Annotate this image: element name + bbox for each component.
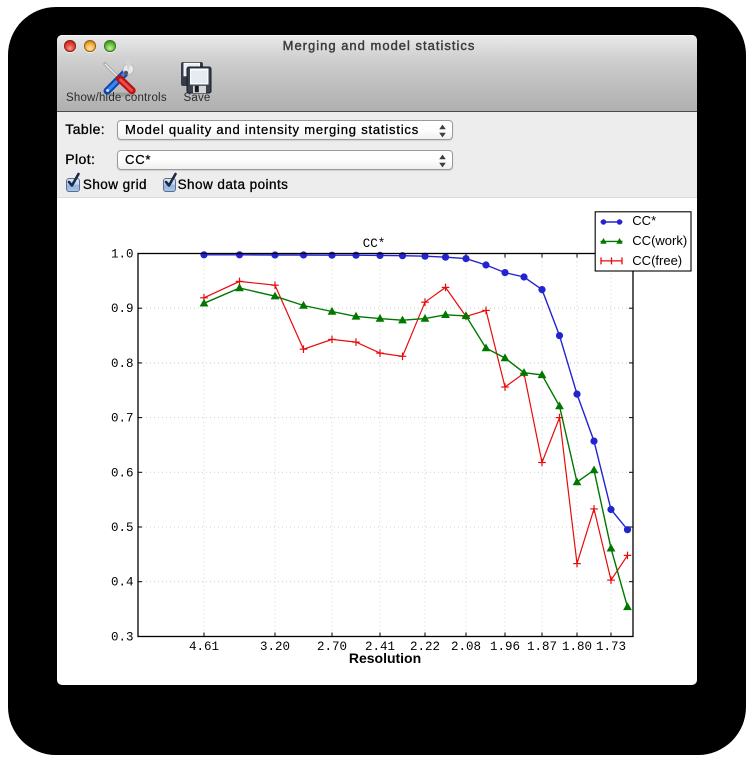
svg-text:CC(work): CC(work) <box>632 233 687 248</box>
svg-text:1.96: 1.96 <box>490 640 520 654</box>
svg-text:0.5: 0.5 <box>111 521 134 535</box>
svg-text:CC(free): CC(free) <box>632 253 682 268</box>
svg-text:2.22: 2.22 <box>410 640 440 654</box>
svg-text:1.73: 1.73 <box>596 640 626 654</box>
svg-text:0.8: 0.8 <box>111 357 134 371</box>
svg-text:0.4: 0.4 <box>111 576 134 590</box>
svg-text:1.0: 1.0 <box>111 248 134 262</box>
svg-text:1.80: 1.80 <box>562 640 592 654</box>
svg-text:2.70: 2.70 <box>317 640 347 654</box>
svg-text:CC*: CC* <box>632 213 656 228</box>
svg-text:3.20: 3.20 <box>260 640 290 654</box>
svg-text:Resolution: Resolution <box>349 650 421 666</box>
svg-text:0.6: 0.6 <box>111 466 134 480</box>
svg-text:0.7: 0.7 <box>111 412 134 426</box>
svg-text:2.41: 2.41 <box>365 640 395 654</box>
svg-text:2.08: 2.08 <box>451 640 481 654</box>
svg-text:4.61: 4.61 <box>189 640 219 654</box>
svg-text:CC*: CC* <box>363 237 386 251</box>
svg-text:0.3: 0.3 <box>111 631 134 645</box>
svg-text:1.87: 1.87 <box>527 640 557 654</box>
svg-text:0.9: 0.9 <box>111 302 134 316</box>
